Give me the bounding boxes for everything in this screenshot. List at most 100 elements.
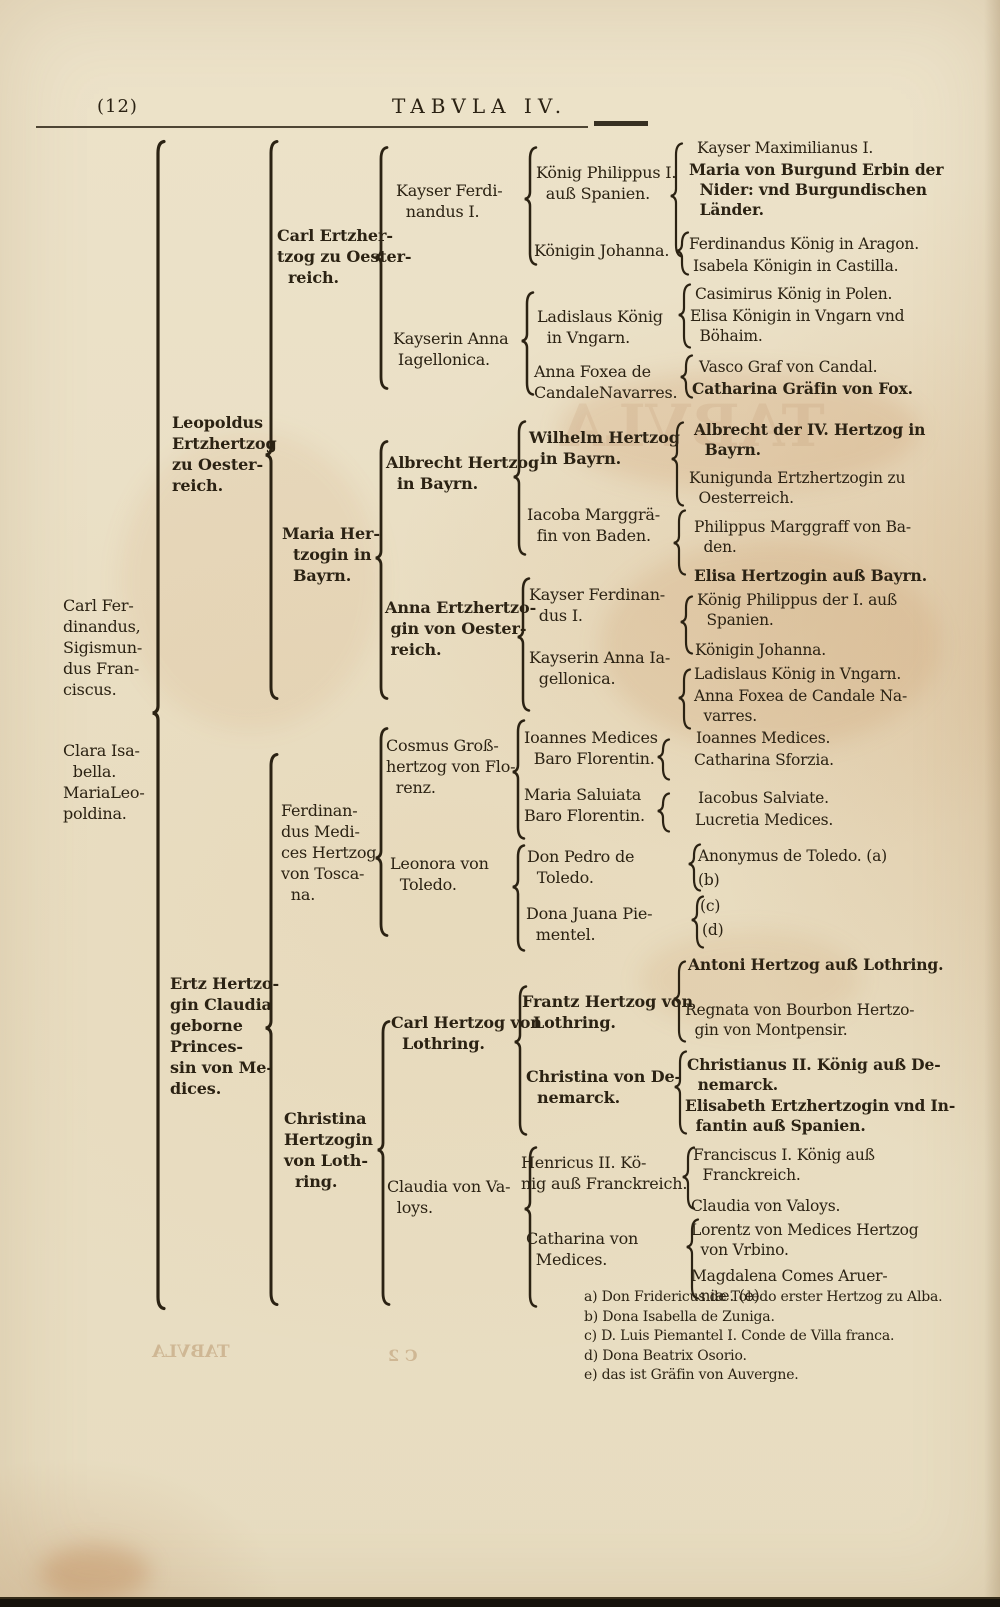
tree-brace: [691, 895, 705, 949]
tree-brace: [524, 146, 538, 266]
person-p9: Kayser Ferdi- nandus I.: [396, 181, 503, 221]
person-q2: Königin Johanna.: [534, 241, 670, 260]
tree-brace: [513, 420, 527, 556]
person-r19: Iacobus Salviate.: [698, 789, 829, 807]
person-r8: Catharina Gräfin von Fox.: [692, 379, 913, 398]
person-p1: Carl Fer- dinandus, Sigismun- dus Fran- …: [63, 596, 143, 699]
person-p3: Leopoldus Ertzhertzog zu Oester- reich.: [172, 413, 277, 495]
person-r10: Kunigunda Ertzhertzogin zu Oesterreich.: [689, 469, 906, 507]
person-r30: Claudia von Valoys.: [691, 1197, 841, 1215]
person-p4: Ertz Hertzo- gin Claudia geborne Princes…: [170, 974, 279, 1098]
footnote-item: d) Dona Beatrix Osorio.: [584, 1347, 747, 1364]
person-r31: Lorentz von Medices Hertzog von Vrbino.: [691, 1221, 919, 1259]
person-r16: Anna Foxea de Candale Na- varres.: [694, 687, 908, 725]
tree-brace: [680, 354, 694, 399]
tree-brace: [265, 753, 279, 1306]
person-p7: Ferdinan- dus Medi- ces Hertzog von Tosc…: [281, 801, 377, 904]
person-p14: Leonora von Toledo.: [390, 854, 489, 894]
person-q9: Ioannes Medices Baro Florentin.: [524, 728, 658, 768]
person-r29: Franciscus I. König auß Franckreich.: [693, 1146, 875, 1184]
person-q10: Maria Saluiata Baro Florentin.: [524, 785, 645, 825]
person-q1: König Philippus I. auß Spanien.: [536, 163, 677, 203]
person-r17: Ioannes Medices.: [696, 729, 831, 747]
page-edge-shading: [984, 0, 1000, 1607]
tree-brace: [674, 1050, 688, 1135]
person-p10: Kayserin Anna Iagellonica.: [393, 329, 509, 369]
person-p12: Anna Ertzhertzo- gin von Oester- reich.: [385, 598, 537, 659]
person-q16: Catharina von Medices.: [526, 1229, 639, 1269]
header-rule-dash: [594, 121, 648, 126]
person-r27: Christianus II. König auß De- nemarck.: [687, 1055, 941, 1094]
tree-brace: [680, 595, 694, 655]
person-r2: Maria von Burgund Erbin der Nider: vnd B…: [689, 160, 944, 219]
person-r24: (d): [702, 921, 724, 939]
tree-brace: [152, 139, 166, 1311]
tree-brace: [657, 792, 671, 833]
tree-brace: [512, 719, 526, 840]
person-r15: Ladislaus König in Vngarn.: [694, 665, 902, 683]
person-r32: Magdalena Comes Aruer- niæ. (e): [691, 1267, 888, 1305]
person-r12: Elisa Hertzogin auß Bayrn.: [694, 566, 927, 585]
tree-brace: [375, 440, 389, 700]
tree-brace: [670, 142, 684, 258]
person-r13: König Philippus der I. auß Spanien.: [697, 591, 898, 629]
person-q13: Frantz Hertzog von Lothring.: [522, 992, 693, 1032]
person-p16: Claudia von Va- loys.: [387, 1177, 511, 1217]
person-r4: Isabela Königin in Castilla.: [693, 257, 899, 275]
person-q15: Henricus II. Kö- nig auß Franckreich.: [521, 1153, 688, 1193]
person-r1: Kayser Maximilianus I.: [697, 139, 874, 157]
tree-brace: [673, 960, 687, 1043]
tree-brace: [676, 231, 690, 276]
person-p13: Cosmus Groß- hertzog von Flo- renz.: [386, 736, 516, 797]
person-q12: Dona Juana Pie- mentel.: [526, 904, 653, 944]
scan-edge-bar: [0, 1597, 1000, 1607]
page-title: TABVLA IV.: [392, 94, 568, 118]
tree-brace: [521, 291, 535, 396]
person-q11: Don Pedro de Toledo.: [527, 847, 635, 887]
person-r6: Elisa Königin in Vngarn vnd Böhaim.: [690, 307, 905, 345]
person-p2: Clara Isa- bella. MariaLeo- poldina.: [63, 741, 145, 823]
tree-brace: [686, 1218, 700, 1300]
person-r18: Catharina Sforzia.: [694, 751, 834, 769]
person-r26: Regnata von Bourbon Hertzo- gin von Mont…: [685, 1001, 915, 1039]
person-r7: Vasco Graf von Candal.: [699, 358, 878, 376]
tree-brace: [514, 985, 528, 1136]
person-p8: Christina Hertzogin von Loth- ring.: [284, 1109, 373, 1191]
person-r21: Anonymus de Toledo. (a): [698, 847, 887, 865]
person-q4: Anna Foxea de CandaleNavarres.: [534, 362, 678, 402]
person-r3: Ferdinandus König in Aragon.: [689, 235, 919, 253]
tree-brace: [375, 727, 389, 937]
footnote-item: a) Don Fridericus de Toledo erster Hertz…: [584, 1289, 943, 1305]
paper-stain: [40, 1545, 150, 1600]
verso-show-through-text: TABVLA: [152, 1342, 230, 1362]
footnote-item: c) D. Luis Piemantel I. Conde de Villa f…: [584, 1328, 895, 1344]
page-number: (12): [97, 96, 138, 117]
person-r5: Casimirus König in Polen.: [695, 285, 893, 303]
person-p11: Albrecht Hertzog in Bayrn.: [386, 453, 540, 493]
person-p5: Carl Ertzher- tzog zu Oester- reich.: [277, 226, 412, 287]
tree-brace: [673, 509, 687, 576]
person-r11: Philippus Marggraff von Ba- den.: [694, 518, 911, 556]
header-rule: [36, 126, 588, 128]
verso-show-through-text: C 2: [388, 1346, 418, 1365]
person-p15: Carl Hertzog von Lothring.: [391, 1013, 542, 1053]
footnote-item: e) das ist Gräfin von Auvergne.: [584, 1367, 799, 1383]
person-q8: Kayserin Anna Ia- gellonica.: [529, 648, 671, 688]
person-r28: Elisabeth Ertzhertzogin vnd In- fantin a…: [685, 1096, 956, 1135]
person-r22: (b): [698, 871, 720, 889]
footnote-item: b) Dona Isabella de Zuniga.: [584, 1308, 775, 1325]
person-q7: Kayser Ferdinan- dus I.: [529, 585, 666, 625]
person-q3: Ladislaus König in Vngarn.: [537, 307, 663, 347]
tree-brace: [682, 1146, 696, 1210]
tree-brace: [377, 1020, 391, 1306]
tree-brace: [678, 283, 692, 349]
tree-brace: [671, 421, 685, 507]
tree-brace: [688, 843, 702, 892]
person-q5: Wilhelm Hertzog in Bayrn.: [529, 428, 680, 468]
person-q14: Christina von De- nemarck.: [526, 1067, 682, 1107]
tree-brace: [657, 738, 671, 781]
person-r23: (c): [700, 897, 721, 915]
tree-brace: [524, 1146, 538, 1308]
tree-brace: [517, 577, 531, 712]
